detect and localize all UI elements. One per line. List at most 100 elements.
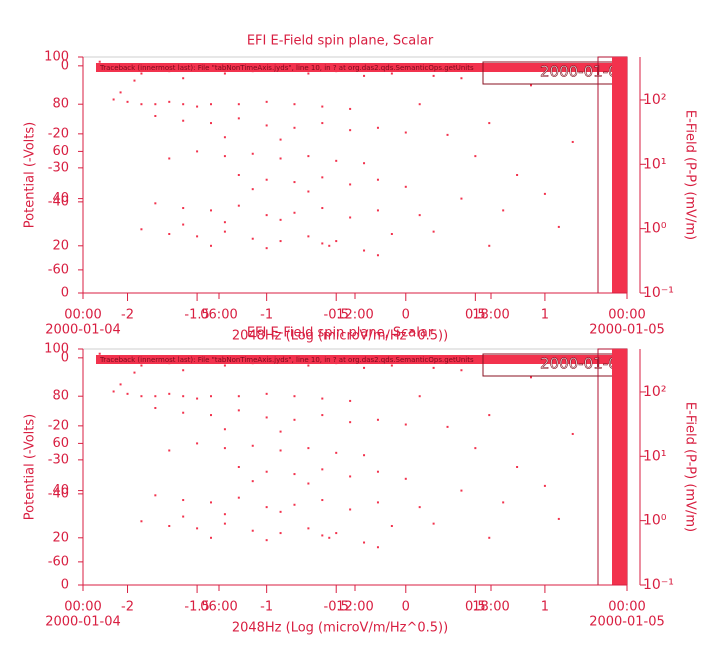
- x2-date-label: 2000-01-05: [589, 323, 665, 338]
- point: [279, 430, 282, 433]
- point: [265, 506, 268, 509]
- x-axis-label: 2048Hz (Log (microV/m/Hz^0.5)): [232, 329, 448, 344]
- point: [154, 202, 157, 205]
- point: [363, 249, 366, 252]
- point: [363, 74, 366, 77]
- point: [154, 103, 157, 106]
- point: [210, 209, 212, 212]
- point: [349, 183, 352, 186]
- point: [349, 216, 352, 219]
- y-overlay-tick-label: -60: [48, 554, 69, 569]
- point: [112, 98, 115, 101]
- point: [432, 230, 435, 233]
- y-overlay-tick-label: -20: [48, 418, 69, 433]
- point: [307, 190, 310, 193]
- point: [293, 395, 296, 398]
- point: [265, 539, 268, 542]
- x2-tick-label: 12:00: [336, 600, 373, 615]
- point: [223, 447, 226, 450]
- error-banner: [96, 63, 627, 72]
- point: [182, 499, 185, 502]
- point: [237, 409, 240, 412]
- point: [293, 418, 296, 421]
- point: [265, 100, 268, 103]
- point: [349, 475, 352, 478]
- point: [237, 117, 240, 120]
- y-overlay-tick-label: 0: [61, 58, 69, 73]
- point: [140, 520, 143, 523]
- colorbar: [612, 57, 627, 293]
- point: [328, 244, 331, 247]
- y-tick-label: 60: [52, 144, 69, 159]
- x2-tick-label: 00:00: [608, 600, 645, 615]
- point: [307, 72, 310, 75]
- point: [293, 181, 296, 184]
- point: [557, 517, 560, 520]
- point: [321, 122, 324, 125]
- point: [279, 532, 282, 535]
- x2-tick-label: 00:00: [64, 600, 101, 615]
- point: [321, 499, 324, 502]
- point: [279, 157, 282, 160]
- chart-title: EFI E-Field spin plane, Scalar: [247, 34, 434, 49]
- x-tick-label: -0.5: [324, 600, 349, 615]
- point: [168, 233, 171, 235]
- point: [265, 124, 268, 127]
- point: [293, 126, 296, 129]
- point: [293, 503, 296, 506]
- overlay-date: 2000-01-03: [540, 355, 627, 373]
- point: [363, 454, 366, 457]
- y-overlay-tick-label: -60: [48, 262, 69, 277]
- x2-tick-label: 18:00: [472, 600, 509, 615]
- y-tick-label: 100: [44, 342, 69, 357]
- x2-tick-label: 06:00: [200, 600, 237, 615]
- point: [376, 209, 379, 212]
- point: [293, 211, 296, 214]
- point: [279, 449, 282, 452]
- point: [237, 395, 240, 398]
- point: [265, 214, 268, 217]
- point: [265, 416, 268, 419]
- point: [390, 525, 393, 527]
- point: [460, 489, 463, 492]
- x2-tick-label: 00:00: [64, 308, 101, 323]
- point: [126, 392, 129, 395]
- point: [223, 136, 226, 139]
- point: [196, 397, 199, 400]
- point: [349, 129, 352, 132]
- point: [251, 529, 254, 532]
- point: [376, 501, 379, 504]
- y-overlay-tick-label: -20: [48, 126, 69, 141]
- y-tick-label: 40: [52, 191, 69, 206]
- y2-tick-label: 10²: [643, 384, 666, 400]
- point: [279, 240, 282, 243]
- y-tick-label: 80: [52, 97, 69, 112]
- chart-title: EFI E-Field spin plane, Scalar: [247, 326, 434, 341]
- point: [418, 103, 421, 106]
- x-tick-label: -1.5: [184, 600, 209, 615]
- point: [376, 178, 379, 181]
- point: [265, 178, 268, 181]
- point: [432, 74, 435, 77]
- x2-tick-label: 12:00: [336, 308, 373, 323]
- point: [279, 218, 282, 221]
- point: [251, 480, 254, 483]
- point: [460, 197, 463, 200]
- x-tick-label: 1: [541, 600, 549, 615]
- point: [182, 103, 185, 106]
- point: [223, 364, 226, 367]
- point: [376, 254, 379, 257]
- point: [530, 84, 532, 87]
- point: [210, 103, 212, 106]
- y2-tick-label: 10⁰: [643, 221, 667, 237]
- point: [237, 174, 240, 176]
- point: [418, 395, 421, 398]
- point: [557, 225, 560, 228]
- point: [154, 395, 157, 398]
- point: [265, 392, 268, 395]
- point: [154, 115, 157, 117]
- point: [376, 418, 379, 421]
- y2-tick-label: 10⁰: [643, 513, 667, 529]
- point: [307, 364, 310, 367]
